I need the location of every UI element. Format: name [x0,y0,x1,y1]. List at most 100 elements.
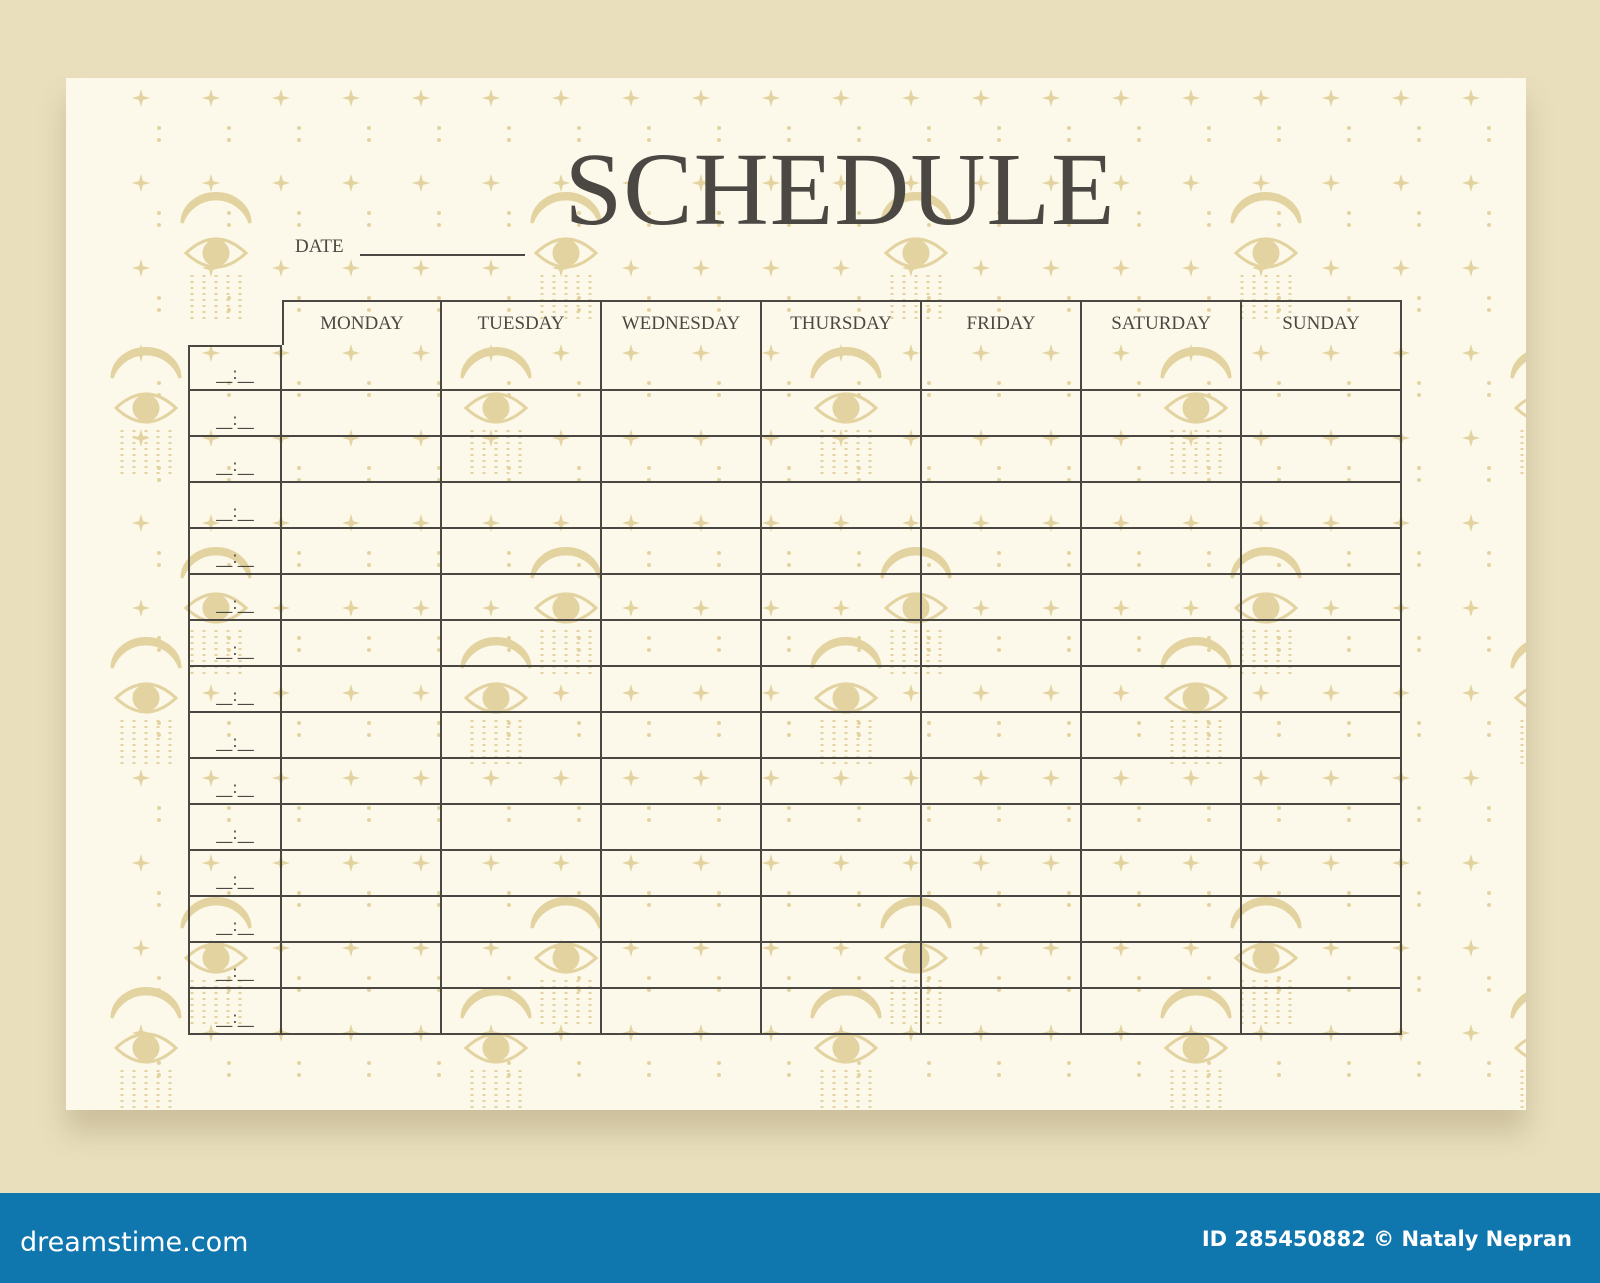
schedule-cell-tuesday[interactable] [442,667,602,713]
schedule-cell-monday[interactable] [282,575,442,621]
schedule-cell-saturday[interactable] [1082,989,1242,1035]
schedule-cell-sunday[interactable] [1242,897,1402,943]
schedule-cell-saturday[interactable] [1082,621,1242,667]
schedule-cell-wednesday[interactable] [602,621,762,667]
schedule-cell-thursday[interactable] [762,621,922,667]
schedule-cell-tuesday[interactable] [442,989,602,1035]
schedule-cell-thursday[interactable] [762,667,922,713]
schedule-cell-thursday[interactable] [762,437,922,483]
schedule-cell-saturday[interactable] [1082,575,1242,621]
schedule-cell-tuesday[interactable] [442,713,602,759]
schedule-cell-thursday[interactable] [762,989,922,1035]
schedule-cell-tuesday[interactable] [442,529,602,575]
schedule-cell-monday[interactable] [282,437,442,483]
schedule-cell-wednesday[interactable] [602,851,762,897]
schedule-cell-saturday[interactable] [1082,437,1242,483]
schedule-cell-saturday[interactable] [1082,391,1242,437]
schedule-cell-monday[interactable] [282,391,442,437]
schedule-cell-monday[interactable] [282,851,442,897]
schedule-cell-friday[interactable] [922,989,1082,1035]
schedule-cell-wednesday[interactable] [602,391,762,437]
schedule-cell-saturday[interactable] [1082,345,1242,391]
time-slot-field[interactable]: __:__ [188,759,282,805]
schedule-cell-sunday[interactable] [1242,575,1402,621]
time-slot-field[interactable]: __:__ [188,989,282,1035]
schedule-cell-wednesday[interactable] [602,529,762,575]
schedule-cell-thursday[interactable] [762,897,922,943]
schedule-cell-friday[interactable] [922,851,1082,897]
schedule-cell-monday[interactable] [282,989,442,1035]
schedule-cell-sunday[interactable] [1242,851,1402,897]
time-slot-field[interactable]: __:__ [188,621,282,667]
schedule-cell-wednesday[interactable] [602,759,762,805]
schedule-cell-saturday[interactable] [1082,483,1242,529]
schedule-cell-sunday[interactable] [1242,805,1402,851]
time-slot-field[interactable]: __:__ [188,667,282,713]
schedule-cell-friday[interactable] [922,437,1082,483]
schedule-cell-friday[interactable] [922,529,1082,575]
schedule-cell-thursday[interactable] [762,943,922,989]
schedule-cell-monday[interactable] [282,943,442,989]
schedule-cell-thursday[interactable] [762,805,922,851]
schedule-cell-thursday[interactable] [762,391,922,437]
schedule-cell-sunday[interactable] [1242,483,1402,529]
schedule-cell-saturday[interactable] [1082,897,1242,943]
schedule-cell-monday[interactable] [282,713,442,759]
schedule-cell-wednesday[interactable] [602,437,762,483]
time-slot-field[interactable]: __:__ [188,897,282,943]
schedule-cell-friday[interactable] [922,483,1082,529]
schedule-cell-thursday[interactable] [762,345,922,391]
schedule-cell-friday[interactable] [922,805,1082,851]
schedule-cell-sunday[interactable] [1242,989,1402,1035]
schedule-cell-sunday[interactable] [1242,529,1402,575]
schedule-cell-monday[interactable] [282,667,442,713]
schedule-cell-friday[interactable] [922,759,1082,805]
schedule-cell-sunday[interactable] [1242,943,1402,989]
schedule-cell-wednesday[interactable] [602,575,762,621]
schedule-cell-saturday[interactable] [1082,805,1242,851]
schedule-cell-monday[interactable] [282,759,442,805]
schedule-cell-sunday[interactable] [1242,759,1402,805]
schedule-cell-friday[interactable] [922,575,1082,621]
schedule-cell-tuesday[interactable] [442,345,602,391]
schedule-cell-thursday[interactable] [762,483,922,529]
schedule-cell-thursday[interactable] [762,713,922,759]
schedule-cell-tuesday[interactable] [442,575,602,621]
schedule-cell-tuesday[interactable] [442,851,602,897]
schedule-cell-tuesday[interactable] [442,391,602,437]
schedule-cell-saturday[interactable] [1082,667,1242,713]
schedule-cell-sunday[interactable] [1242,713,1402,759]
schedule-cell-wednesday[interactable] [602,943,762,989]
schedule-cell-friday[interactable] [922,667,1082,713]
schedule-cell-saturday[interactable] [1082,529,1242,575]
schedule-cell-saturday[interactable] [1082,713,1242,759]
schedule-cell-wednesday[interactable] [602,805,762,851]
schedule-cell-saturday[interactable] [1082,851,1242,897]
schedule-cell-wednesday[interactable] [602,713,762,759]
time-slot-field[interactable]: __:__ [188,575,282,621]
date-field[interactable] [360,254,525,256]
schedule-cell-friday[interactable] [922,621,1082,667]
schedule-cell-wednesday[interactable] [602,897,762,943]
schedule-cell-tuesday[interactable] [442,759,602,805]
schedule-cell-thursday[interactable] [762,529,922,575]
schedule-cell-monday[interactable] [282,483,442,529]
schedule-cell-monday[interactable] [282,897,442,943]
time-slot-field[interactable]: __:__ [188,483,282,529]
schedule-cell-tuesday[interactable] [442,437,602,483]
time-slot-field[interactable]: __:__ [188,943,282,989]
schedule-cell-sunday[interactable] [1242,437,1402,483]
schedule-cell-friday[interactable] [922,713,1082,759]
schedule-cell-friday[interactable] [922,943,1082,989]
schedule-cell-saturday[interactable] [1082,943,1242,989]
schedule-cell-tuesday[interactable] [442,943,602,989]
schedule-cell-wednesday[interactable] [602,667,762,713]
schedule-cell-monday[interactable] [282,621,442,667]
time-slot-field[interactable]: __:__ [188,437,282,483]
schedule-cell-monday[interactable] [282,529,442,575]
schedule-cell-thursday[interactable] [762,759,922,805]
time-slot-field[interactable]: __:__ [188,851,282,897]
schedule-cell-friday[interactable] [922,391,1082,437]
schedule-cell-sunday[interactable] [1242,345,1402,391]
schedule-cell-sunday[interactable] [1242,667,1402,713]
